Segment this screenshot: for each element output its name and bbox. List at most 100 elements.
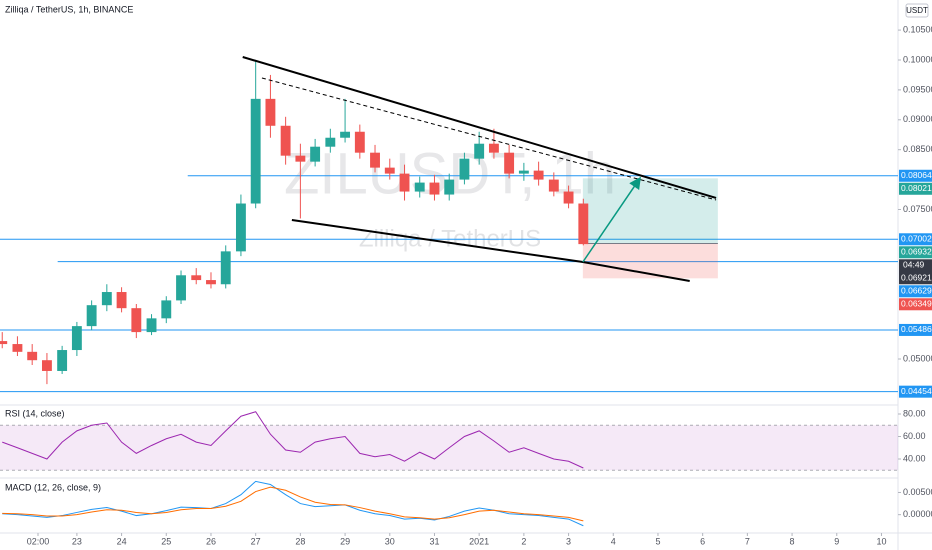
indicator-line <box>2 480 584 527</box>
indicator-line <box>2 486 584 522</box>
price-label: 0.05486 <box>901 324 932 334</box>
price-label: 0.06349 <box>901 299 932 309</box>
x-tick-label: 8 <box>790 536 795 546</box>
candle-body <box>354 131 365 153</box>
symbol-title: Zilliqa / TetherUS, 1h, BINANCE <box>5 4 133 14</box>
candle-body <box>265 98 276 126</box>
candle-body <box>101 292 112 306</box>
candle-body <box>206 280 216 285</box>
currency-box[interactable] <box>905 3 929 18</box>
price-label-box <box>899 323 932 336</box>
x-tick-label: 3 <box>566 536 571 546</box>
position-stop-zone <box>582 243 718 279</box>
macd-title: MACD (12, 26, close, 9) <box>5 482 101 492</box>
candle-body <box>414 182 425 192</box>
countdown-label: 04:49 <box>903 260 925 270</box>
x-tick-label: 24 <box>117 536 127 546</box>
price-label: 0.08064 <box>901 170 932 180</box>
price-label-box <box>899 298 932 311</box>
x-tick-label: 28 <box>295 536 305 546</box>
candle-body <box>548 179 559 192</box>
x-tick-label: 02:00 <box>27 536 50 546</box>
price-label-box <box>899 182 932 195</box>
candle-body <box>86 305 97 327</box>
x-tick-label: 26 <box>206 536 216 546</box>
candle-body <box>488 143 499 153</box>
price-label: 0.06921 <box>901 273 932 283</box>
candle-body <box>0 341 8 345</box>
x-tick-label: 7 <box>745 536 750 546</box>
x-tick-label: 9 <box>834 536 839 546</box>
candle-body <box>146 318 157 333</box>
candle-body <box>429 182 440 195</box>
x-tick-label: 6 <box>700 536 705 546</box>
price-label: 0.04454 <box>901 386 932 396</box>
candle-body <box>459 158 470 180</box>
candle-body <box>518 170 529 174</box>
candle-body <box>340 131 351 138</box>
candle-body <box>533 170 544 180</box>
price-label-box <box>899 233 932 246</box>
candle-body <box>116 292 127 309</box>
candle-body <box>191 275 202 281</box>
currency: USDT <box>906 6 928 15</box>
candle-body <box>131 308 142 333</box>
indicator-line <box>2 411 584 469</box>
candle-body <box>235 203 246 252</box>
x-tick-label: 10 <box>876 536 886 546</box>
candle-body <box>71 326 82 351</box>
x-tick-label: 2021 <box>469 536 489 546</box>
candle-body <box>310 146 321 162</box>
candle-body <box>161 300 172 319</box>
candle-body <box>176 275 186 301</box>
price-label-box <box>899 285 932 298</box>
candle-body <box>280 125 291 156</box>
y-tick-label: 40.00 <box>903 453 926 463</box>
trendline <box>261 77 717 201</box>
candle-body <box>27 351 38 361</box>
candle-body <box>220 251 231 285</box>
candle-body <box>57 350 68 371</box>
x-tick-label: 29 <box>340 536 350 546</box>
candle-body <box>250 98 261 204</box>
candle-body <box>474 143 485 159</box>
trendline <box>242 56 717 199</box>
y-tick-label: 60.00 <box>903 431 926 441</box>
x-tick-label: 23 <box>72 536 82 546</box>
candle-body <box>295 155 306 162</box>
candle-body <box>563 191 574 204</box>
price-label: 0.07002 <box>901 234 932 244</box>
candle-body <box>325 137 336 147</box>
rsi-title: RSI (14, close) <box>5 408 65 418</box>
candle-body <box>370 152 380 168</box>
candle-body <box>504 152 515 174</box>
y-tick-label: 80.00 <box>903 408 926 418</box>
x-tick-label: 30 <box>385 536 395 546</box>
price-label-box <box>899 246 932 259</box>
price-label: 0.06629 <box>901 286 932 296</box>
candle-body <box>41 360 52 371</box>
candle-body <box>12 344 23 352</box>
position-target-zone <box>582 178 718 244</box>
candle-body <box>444 179 455 195</box>
price-label-box <box>899 385 932 398</box>
x-tick-label: 27 <box>251 536 261 546</box>
price-label: 0.08021 <box>901 183 932 193</box>
candle-body <box>399 173 410 192</box>
x-tick-label: 2 <box>521 536 526 546</box>
price-label: 0.06932 <box>901 247 932 257</box>
price-label-box <box>899 169 932 182</box>
candle-body <box>384 167 395 174</box>
x-tick-label: 4 <box>611 536 616 546</box>
candle-body <box>578 203 589 245</box>
x-tick-label: 5 <box>655 536 660 546</box>
